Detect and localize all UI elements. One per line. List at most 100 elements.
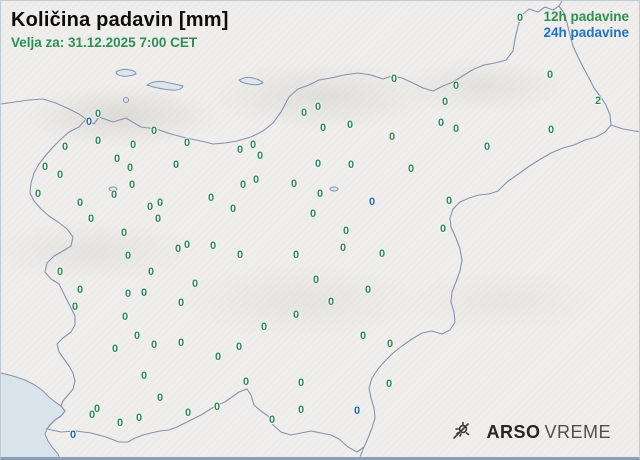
station-value: 0 xyxy=(316,188,324,200)
station-value: 0 xyxy=(156,197,164,209)
station-value: 0 xyxy=(314,158,322,170)
station-value: 0 xyxy=(177,337,185,349)
station-value: 0 xyxy=(452,123,460,135)
station-value: 0 xyxy=(347,159,355,171)
station-value: 0 xyxy=(209,240,217,252)
station-value: 0 xyxy=(71,301,79,313)
station-value: 0 xyxy=(300,107,308,119)
station-value: 0 xyxy=(135,412,143,424)
station-value: 0 xyxy=(249,139,257,151)
station-value: 0 xyxy=(156,392,164,404)
station-value: 0 xyxy=(126,162,134,174)
station-value: 0 xyxy=(133,330,141,342)
station-value: 0 xyxy=(452,80,460,92)
station-value: 0 xyxy=(439,223,447,235)
station-value: 0 xyxy=(437,117,445,129)
station-value: 0 xyxy=(183,137,191,149)
station-value: 0 xyxy=(183,239,191,251)
station-value: 0 xyxy=(121,311,129,323)
station-value: 0 xyxy=(516,12,524,24)
station-value: 0 xyxy=(441,96,449,108)
arso-vreme-logo: ARSO VREME xyxy=(452,420,611,445)
logo-vreme: VREME xyxy=(544,422,611,442)
map-header: Količina padavin [mm] Velja za: 31.12.20… xyxy=(11,9,229,50)
station-value: 0 xyxy=(110,189,118,201)
legend-item-12h[interactable]: 12h padavine xyxy=(543,9,629,24)
station-value: 0 xyxy=(120,227,128,239)
station-value: 0 xyxy=(213,401,221,413)
station-value: 0 xyxy=(252,174,260,186)
station-value: 0 xyxy=(69,429,77,441)
station-value: 0 xyxy=(407,163,415,175)
validity-timestamp: Velja za: 31.12.2025 7:00 CET xyxy=(11,35,198,50)
slovenia-border xyxy=(29,5,612,453)
station-value: 0 xyxy=(235,341,243,353)
station-value: 0 xyxy=(140,370,148,382)
station-value: 2 xyxy=(594,95,602,107)
border-croatia-south xyxy=(359,446,365,457)
legend: 12h padavine 24h padavine xyxy=(543,9,629,41)
station-value: 0 xyxy=(94,135,102,147)
station-value: 0 xyxy=(76,284,84,296)
station-value: 0 xyxy=(445,195,453,207)
station-value: 0 xyxy=(292,309,300,321)
station-value: 0 xyxy=(93,403,101,415)
station-value: 0 xyxy=(359,330,367,342)
station-value: 0 xyxy=(88,409,96,421)
station-value: 0 xyxy=(314,101,322,113)
station-value: 0 xyxy=(177,297,185,309)
legend-item-24h[interactable]: 24h padavine xyxy=(543,25,629,40)
sea-area xyxy=(1,373,65,457)
station-value: 0 xyxy=(236,144,244,156)
station-value: 0 xyxy=(56,169,64,181)
station-value: 0 xyxy=(353,405,361,417)
station-value: 0 xyxy=(385,378,393,390)
station-value: 0 xyxy=(342,225,350,237)
station-value: 0 xyxy=(297,377,305,389)
station-value: 0 xyxy=(61,141,69,153)
station-value: 0 xyxy=(242,376,250,388)
station-value: 0 xyxy=(483,141,491,153)
border-italy-austria xyxy=(1,98,87,120)
station-value: 0 xyxy=(146,201,154,213)
station-value: 0 xyxy=(207,192,215,204)
station-value: 0 xyxy=(292,249,300,261)
station-value: 0 xyxy=(150,125,158,137)
station-value: 0 xyxy=(236,249,244,261)
station-value: 0 xyxy=(368,196,376,208)
station-value: 0 xyxy=(229,203,237,215)
station-value: 0 xyxy=(260,321,268,333)
station-value: 0 xyxy=(113,153,121,165)
station-value: 0 xyxy=(94,108,102,120)
station-value: 0 xyxy=(172,159,180,171)
station-value: 0 xyxy=(174,243,182,255)
arso-weather-icon xyxy=(452,420,472,445)
station-value: 0 xyxy=(184,407,192,419)
station-value: 0 xyxy=(124,288,132,300)
logo-text: ARSO VREME xyxy=(486,422,611,443)
station-value: 0 xyxy=(386,338,394,350)
station-value: 0 xyxy=(390,73,398,85)
station-value: 0 xyxy=(319,122,327,134)
station-value: 0 xyxy=(312,274,320,286)
station-value: 0 xyxy=(41,161,49,173)
station-value: 0 xyxy=(147,266,155,278)
station-value: 0 xyxy=(191,278,199,290)
logo-arso: ARSO xyxy=(486,422,541,442)
station-value: 0 xyxy=(339,242,347,254)
station-value: 0 xyxy=(290,178,298,190)
station-value: 0 xyxy=(364,284,372,296)
border-austria-hungary xyxy=(558,1,563,7)
station-value: 0 xyxy=(309,208,317,220)
station-value: 0 xyxy=(140,287,148,299)
station-value: 0 xyxy=(256,150,264,162)
station-value: 0 xyxy=(268,414,276,426)
station-value: 0 xyxy=(34,188,42,200)
page-title: Količina padavin [mm] xyxy=(11,9,229,31)
station-value: 0 xyxy=(124,250,132,262)
station-value: 0 xyxy=(76,197,84,209)
station-value: 0 xyxy=(297,404,305,416)
station-value: 0 xyxy=(129,139,137,151)
lakes xyxy=(108,68,339,192)
